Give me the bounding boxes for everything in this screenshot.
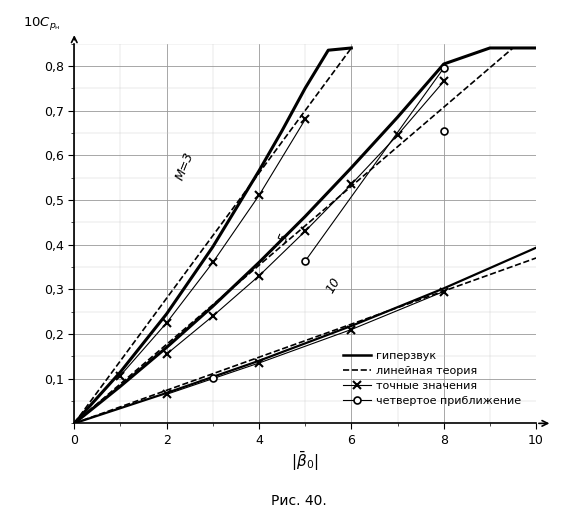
Text: 5: 5 — [277, 232, 292, 244]
Text: $10C_{p_{\rm н}}$: $10C_{p_{\rm н}}$ — [24, 15, 61, 33]
Text: 10: 10 — [323, 275, 342, 295]
Text: Рис. 40.: Рис. 40. — [270, 494, 327, 508]
Text: M=3: M=3 — [173, 150, 196, 182]
X-axis label: $|\bar{\beta}_0|$: $|\bar{\beta}_0|$ — [292, 450, 319, 472]
Legend: гиперзвук, линейная теория, точные значения, четвертое приближение: гиперзвук, линейная теория, точные значе… — [338, 346, 526, 410]
